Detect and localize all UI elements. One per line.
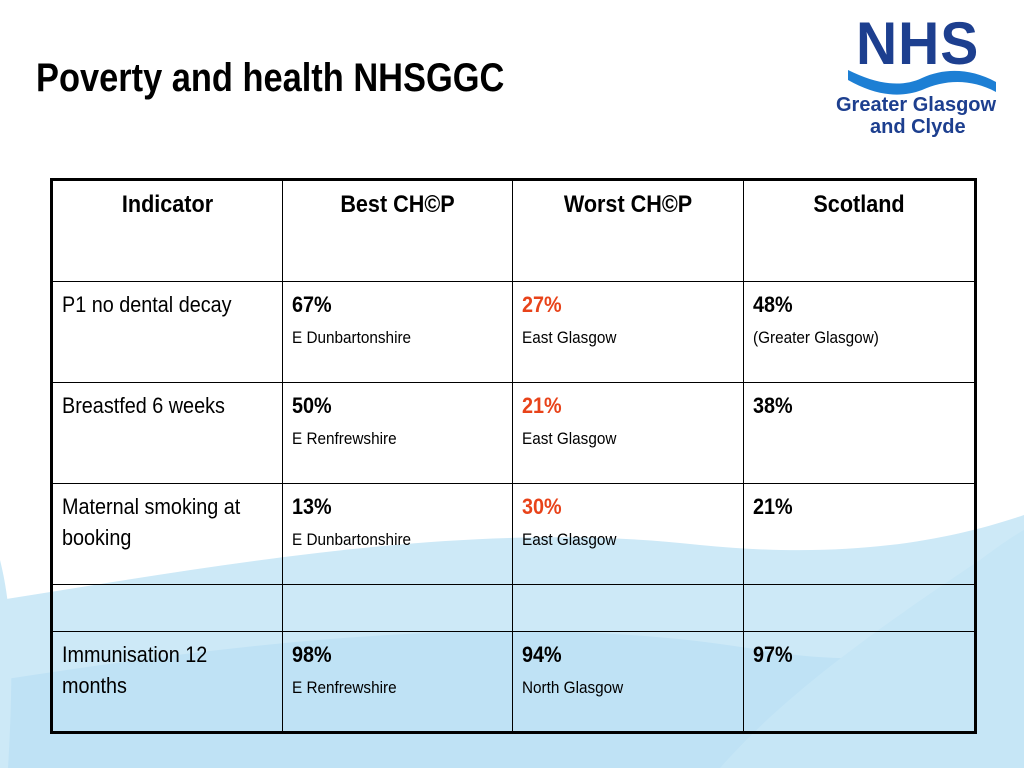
scotland-value: 97% — [753, 642, 793, 667]
best-area: E Renfrewshire — [292, 678, 397, 697]
worst-area: East Glasgow — [522, 328, 617, 347]
scotland-value: 38% — [753, 393, 793, 418]
worst-cell: 30% East Glasgow — [512, 483, 744, 585]
best-area: E Dunbartonshire — [292, 328, 412, 347]
indicator-label: Maternal smoking at booking — [62, 494, 241, 550]
indicator-label: Breastfed 6 weeks — [62, 393, 225, 418]
best-value: 13% — [292, 494, 332, 519]
scotland-note: (Greater Glasgow) — [753, 328, 879, 347]
table-row: Breastfed 6 weeks 50% E Renfrewshire 21% E… — [51, 382, 976, 484]
worst-area: East Glasgow — [522, 530, 617, 549]
worst-value: 21% — [522, 393, 562, 418]
best-value: 98% — [292, 642, 332, 667]
best-cell: 98% E Renfrewshire — [282, 631, 513, 733]
column-header-worst: Worst CH©P — [512, 179, 744, 282]
worst-cell: 27% East Glasgow — [512, 281, 744, 383]
empty-cell — [743, 584, 976, 632]
nhs-logo-line1: Greater Glasgow — [836, 94, 997, 116]
scotland-value: 48% — [753, 292, 793, 317]
best-value: 67% — [292, 292, 332, 317]
indicator-label: Immunisation 12 months — [62, 642, 208, 698]
worst-value: 94% — [522, 642, 562, 667]
worst-value: 30% — [522, 494, 562, 519]
empty-cell — [51, 584, 283, 632]
empty-cell — [512, 584, 744, 632]
nhs-logo-wordmark: NHS — [856, 10, 980, 77]
best-cell: 67% E Dunbartonshire — [282, 281, 513, 383]
worst-cell: 21% East Glasgow — [512, 382, 744, 484]
nhs-logo-line2: and Clyde — [870, 116, 966, 138]
worst-value: 27% — [522, 292, 562, 317]
background-wave-band — [0, 560, 12, 768]
indicator-cell: Immunisation 12 months — [51, 631, 283, 733]
table-row-empty — [51, 584, 976, 632]
best-value: 50% — [292, 393, 332, 418]
column-header-indicator: Indicator — [51, 179, 283, 282]
table-header-row: Indicator Best CH©P Worst CH©P Scotland — [51, 179, 976, 282]
best-area: E Renfrewshire — [292, 429, 397, 448]
scotland-cell: 48% (Greater Glasgow) — [743, 281, 976, 383]
table-row: P1 no dental decay 67% E Dunbartonshire 2… — [51, 281, 976, 383]
scotland-cell: 21% — [743, 483, 976, 585]
nhs-logo-swoosh-icon — [848, 70, 996, 95]
worst-area: East Glasgow — [522, 429, 617, 448]
table-row: Immunisation 12 months 98% E Renfrewshire… — [51, 631, 976, 733]
page-title: Poverty and health NHSGGC — [36, 56, 505, 100]
scotland-cell: 97% — [743, 631, 976, 733]
best-area: E Dunbartonshire — [292, 530, 412, 549]
empty-cell — [282, 584, 513, 632]
nhs-logo: NHS Greater Glasgow and Clyde — [836, 14, 1012, 142]
table-row: Maternal smoking at booking 13% E Dunbart… — [51, 483, 976, 585]
indicator-cell: Maternal smoking at booking — [51, 483, 283, 585]
worst-area: North Glasgow — [522, 678, 624, 697]
column-header-scotland: Scotland — [743, 179, 976, 282]
indicator-cell: P1 no dental decay — [51, 281, 283, 383]
indicator-label: P1 no dental decay — [62, 292, 232, 317]
scotland-cell: 38% — [743, 382, 976, 484]
best-cell: 13% E Dunbartonshire — [282, 483, 513, 585]
indicator-cell: Breastfed 6 weeks — [51, 382, 283, 484]
column-header-best: Best CH©P — [282, 179, 513, 282]
worst-cell: 94% North Glasgow — [512, 631, 744, 733]
best-cell: 50% E Renfrewshire — [282, 382, 513, 484]
scotland-value: 21% — [753, 494, 793, 519]
health-indicator-table: Indicator Best CH©P Worst CH©P Scotland … — [50, 178, 977, 734]
